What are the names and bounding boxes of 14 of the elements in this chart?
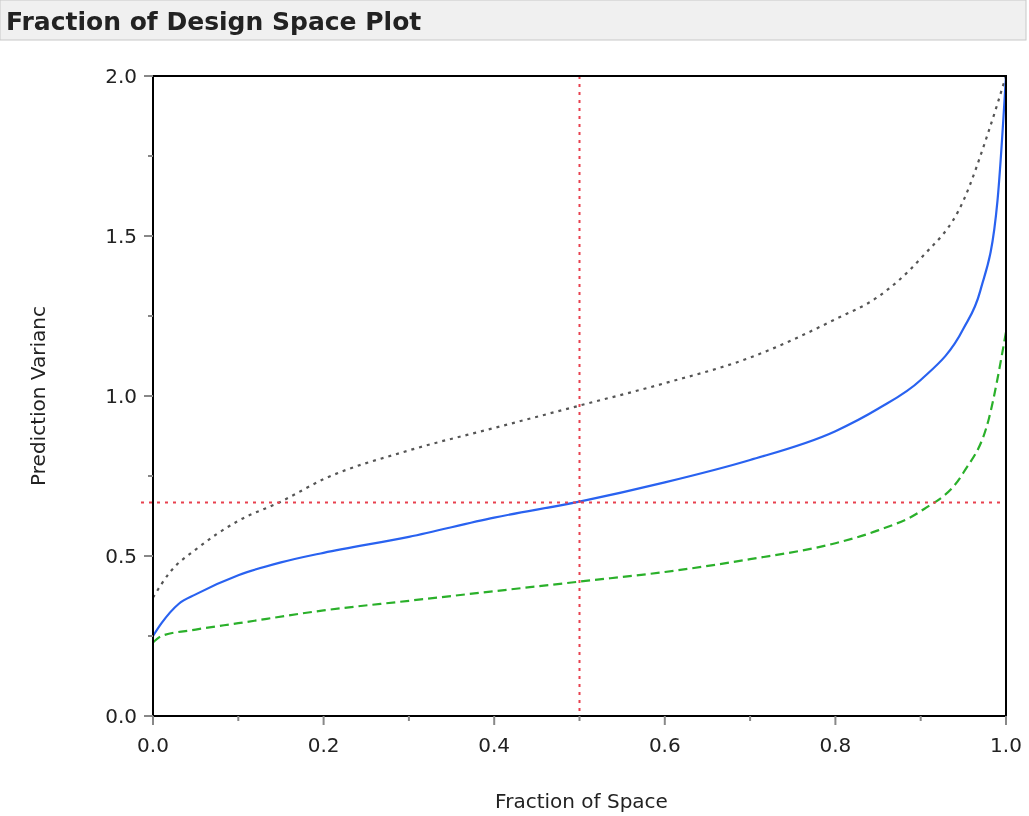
chart-title: Fraction of Design Space Plot [6,7,422,36]
y-tick-label: 2.0 [105,64,137,88]
x-tick-label: 0.8 [819,733,852,757]
x-axis-title: Fraction of Space [495,789,668,813]
x-tick-label: 0.0 [137,733,169,757]
y-axis-title: Prediction Varianc [26,306,50,486]
y-tick-label: 0.0 [105,704,137,728]
x-tick-label: 0.6 [648,733,681,757]
y-tick-label: 1.0 [105,384,137,408]
y-tick-label: 1.5 [105,224,137,248]
y-tick-label: 0.5 [105,544,137,568]
x-tick-label: 1.0 [990,733,1022,757]
x-tick-label: 0.4 [478,733,511,757]
x-tick-label: 0.2 [307,733,340,757]
